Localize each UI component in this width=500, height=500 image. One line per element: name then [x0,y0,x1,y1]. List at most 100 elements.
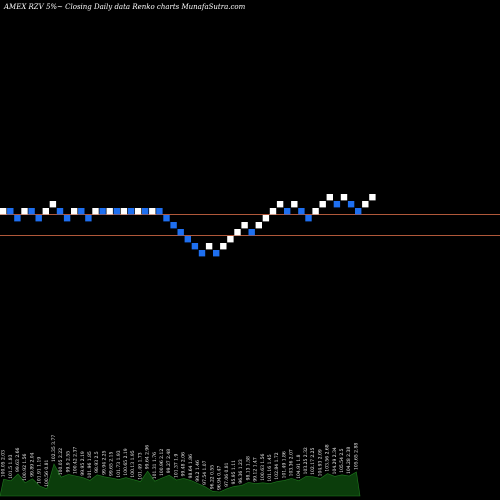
up-brick [227,236,234,243]
volume-label: 99.89 2.04 [29,452,35,476]
volume-label: 101.73 1.93 [116,450,122,477]
volume-label: 98.64 1.86 [188,454,194,478]
down-brick [28,208,35,215]
up-brick [106,208,113,215]
up-brick [326,194,333,201]
down-brick [284,208,291,215]
down-brick [191,243,199,250]
volume-label: 105.54 2.5 [339,448,345,472]
volume-label: 101.5 1.83 [8,454,14,478]
down-brick [127,208,135,215]
volume-label: 101.49 1.73 [137,452,143,479]
down-brick [184,236,191,243]
volume-label: 99.12 1.47 [253,457,259,481]
volume-label: 100.96 2.12 [159,449,165,476]
volume-label: 101.49 1.86 [281,451,287,478]
up-brick [149,208,156,215]
down-brick [347,201,355,208]
volume-label: 95.95 1.11 [231,460,237,484]
volume-label: 99.95 2.19 [80,451,86,475]
up-brick [362,201,369,208]
volume-label: 99.2 1.46 [195,460,201,482]
up-brick [369,194,376,201]
volume-label: 100.56 0.81 [44,459,50,486]
volume-panel [0,463,361,497]
down-brick [333,201,341,208]
volume-label: 100.63 1.56 [260,453,266,480]
volume-label: 102.17 2.25 [310,447,316,474]
volume-label: 104.28 2.38 [346,447,352,474]
up-brick [92,208,99,215]
up-brick [21,208,28,215]
down-brick [63,215,71,222]
renko-bricks [0,194,376,257]
up-brick [255,222,262,229]
volume-label: 101.31 1.76 [152,452,158,479]
volume-label: 99.65 2.15 [109,452,115,476]
volume-label: 101.37 1.9 [173,454,179,478]
volume-label: 103.56 2.68 [325,444,331,471]
volume-label: 104.29 2.34 [332,447,338,474]
volume-label: 104.91 1.8 [296,454,302,478]
down-brick [7,208,14,215]
down-brick [163,215,170,222]
down-brick [78,208,85,215]
up-brick [276,201,284,208]
volume-label: 100.05 2.03 [1,450,7,477]
volume-labels: 100.05 2.03 101.5 1.83 99.63 2.66 100.92 1.… [1,435,360,490]
down-brick [99,208,106,215]
down-brick [177,229,184,236]
up-brick [312,208,319,215]
volume-label: 96.22 0.55 [209,465,215,489]
up-brick [49,201,57,208]
level-lines [0,214,500,236]
volume-label: 103.25 2.32 [303,447,309,474]
volume-label: 99.63 2.66 [15,448,21,472]
up-brick [134,208,142,215]
down-brick [56,208,64,215]
volume-label: 98.13 1.58 [245,456,251,480]
volume-label: 99.48 2.06 [181,452,187,476]
down-brick [305,215,312,222]
down-brick [113,208,120,215]
volume-label: 100.65 2.19 [123,448,129,475]
volume-label: 99.64 2.96 [145,445,151,469]
volume-label: 98.93 2.5 [94,451,100,473]
volume-label: 101.16 1.45 [267,454,273,481]
down-brick [248,229,255,236]
up-brick [340,194,348,201]
volume-label: 101.91 1.19 [37,457,43,484]
volume-label: 99.94 2.25 [101,450,107,474]
volume-label: 101.96 1.85 [87,451,93,478]
down-brick [213,250,220,257]
volume-label: 103.36 2.07 [289,449,295,476]
volume-label: 100.13 1.95 [130,450,136,477]
up-brick [234,229,241,236]
volume-label: 105.65 2.88 [353,443,359,470]
up-brick [0,208,7,215]
down-brick [156,208,163,215]
down-brick [298,208,305,215]
up-brick [291,201,298,208]
volume-label: 99.9 2.55 [65,451,71,473]
down-brick [142,208,149,215]
down-brick [35,215,42,222]
up-brick [205,243,213,250]
up-brick [262,215,270,222]
volume-label: 97.06 0.81 [224,462,230,486]
up-brick [220,243,227,250]
up-brick [241,222,248,229]
volume-label: 100.05 2.22 [58,448,64,475]
up-brick [120,208,128,215]
volume-label: 96.36 1.23 [238,459,244,483]
up-brick [319,201,326,208]
down-brick [85,215,92,222]
up-brick [71,208,78,215]
volume-label: 99.27 2.48 [166,449,172,473]
chart-title: AMEX RZV 5%~ Closing Daily data Renko ch… [3,3,246,11]
volume-label: 96.94 0.47 [217,466,223,490]
volume-label: 102.35 3.77 [51,435,57,462]
down-brick [170,222,177,229]
